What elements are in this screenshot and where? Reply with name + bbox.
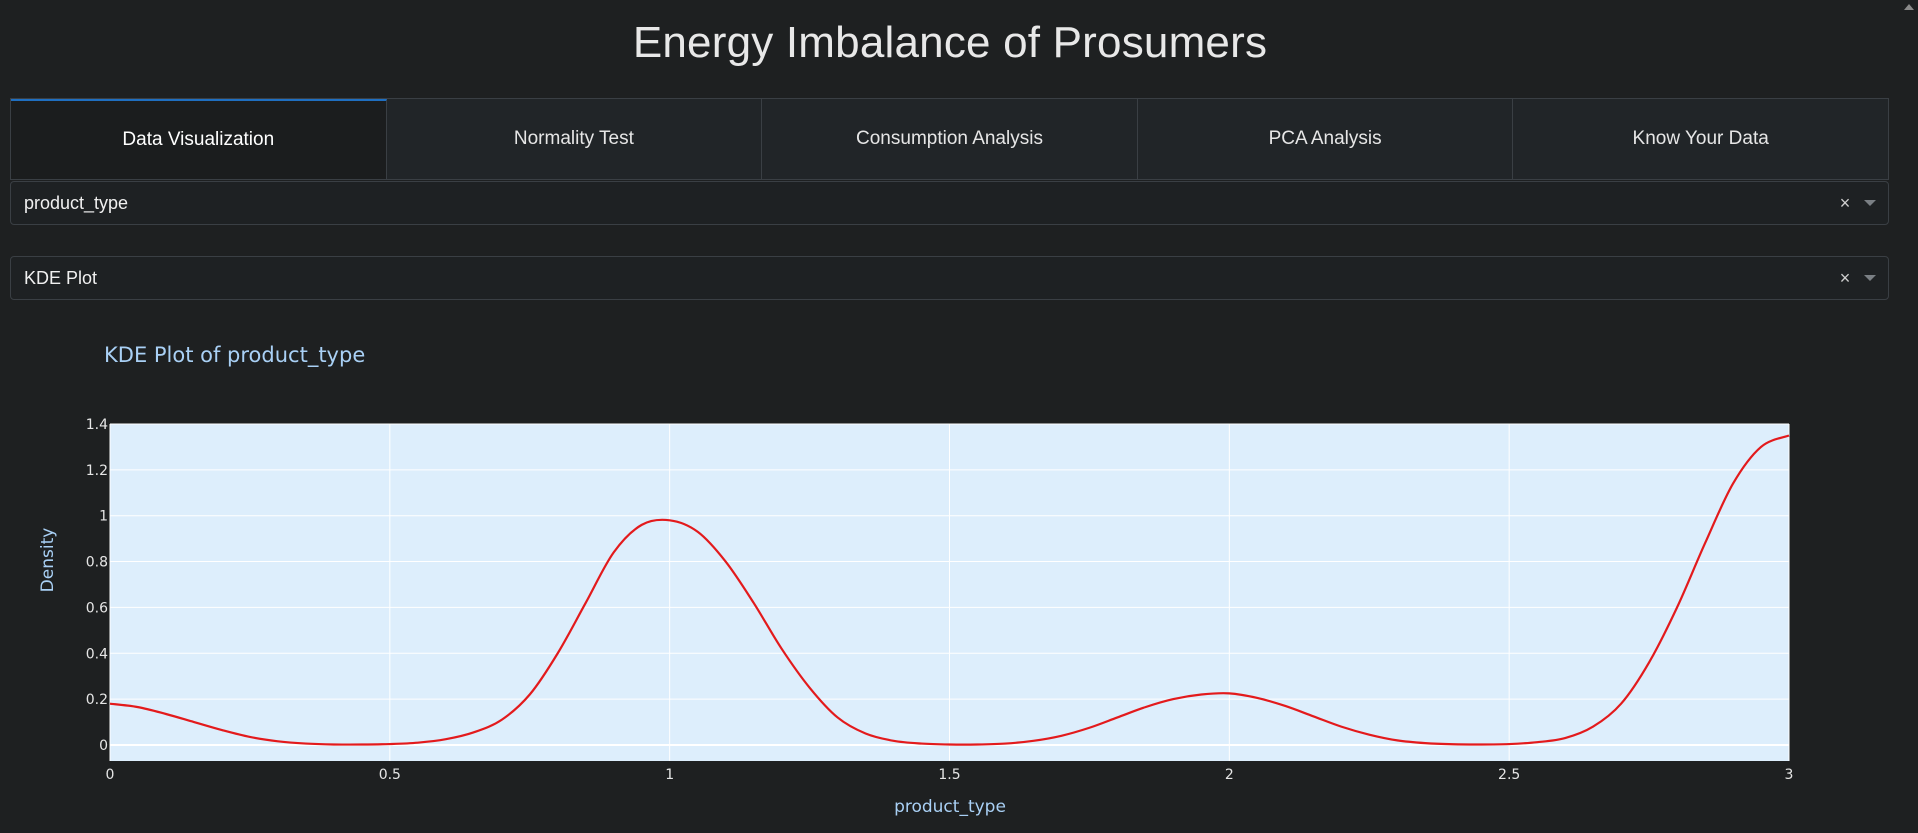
tab-data-visualization[interactable]: Data Visualization	[11, 99, 387, 179]
kde-chart: KDE Plot of product_type 0 0.2 0.4 0.6 0.8 1 1…	[38, 343, 1794, 817]
variable-dropdown-value: product_type	[24, 192, 129, 213]
x-tick-label: 3	[1785, 767, 1794, 783]
plot-type-dropdown-value: KDE Plot	[24, 267, 98, 288]
scroll-up-icon[interactable]	[1904, 4, 1914, 10]
tab-know-your-data[interactable]: Know Your Data	[1513, 99, 1888, 179]
plot-type-dropdown[interactable]: KDE Plot ×	[10, 256, 1889, 300]
x-tick-label: 1	[665, 767, 674, 783]
tab-pca-analysis[interactable]: PCA Analysis	[1137, 99, 1514, 179]
y-tick-label: 0.8	[86, 555, 108, 571]
tab-normality-test[interactable]: Normality Test	[386, 99, 763, 179]
x-tick-label: 1.5	[938, 767, 960, 783]
y-tick-label: 1.4	[86, 417, 108, 433]
tab-consumption-analysis[interactable]: Consumption Analysis	[762, 99, 1138, 179]
close-icon[interactable]: ×	[1839, 192, 1851, 213]
x-tick-label: 0.5	[379, 767, 401, 783]
x-axis-ticks: 0 0.5 1 1.5 2 2.5 3	[106, 767, 1794, 783]
y-tick-label: 0.2	[86, 692, 108, 708]
page-title: Energy Imbalance of Prosumers	[632, 18, 1268, 67]
x-axis-title: product_type	[894, 797, 1006, 817]
y-tick-label: 0	[99, 738, 108, 754]
chart-title: KDE Plot of product_type	[104, 343, 365, 368]
tab-bar: Data Visualization Normality Test Consum…	[10, 98, 1889, 180]
x-tick-label: 0	[106, 767, 115, 783]
y-axis-ticks: 0 0.2 0.4 0.6 0.8 1 1.2 1.4	[86, 417, 108, 754]
close-icon[interactable]: ×	[1839, 267, 1851, 288]
scrollbar[interactable]	[1900, 0, 1918, 833]
kde-line	[109, 434, 1790, 746]
x-tick-label: 2	[1225, 767, 1234, 783]
variable-dropdown[interactable]: product_type ×	[10, 181, 1889, 225]
y-tick-label: 0.6	[86, 600, 108, 616]
y-tick-label: 1	[99, 509, 108, 525]
y-axis-title: Density	[38, 528, 58, 593]
x-tick-label: 2.5	[1498, 767, 1520, 783]
chevron-down-icon[interactable]	[1864, 200, 1876, 206]
chevron-down-icon[interactable]	[1864, 275, 1876, 281]
y-tick-label: 0.4	[86, 646, 108, 662]
y-tick-label: 1.2	[86, 463, 108, 479]
